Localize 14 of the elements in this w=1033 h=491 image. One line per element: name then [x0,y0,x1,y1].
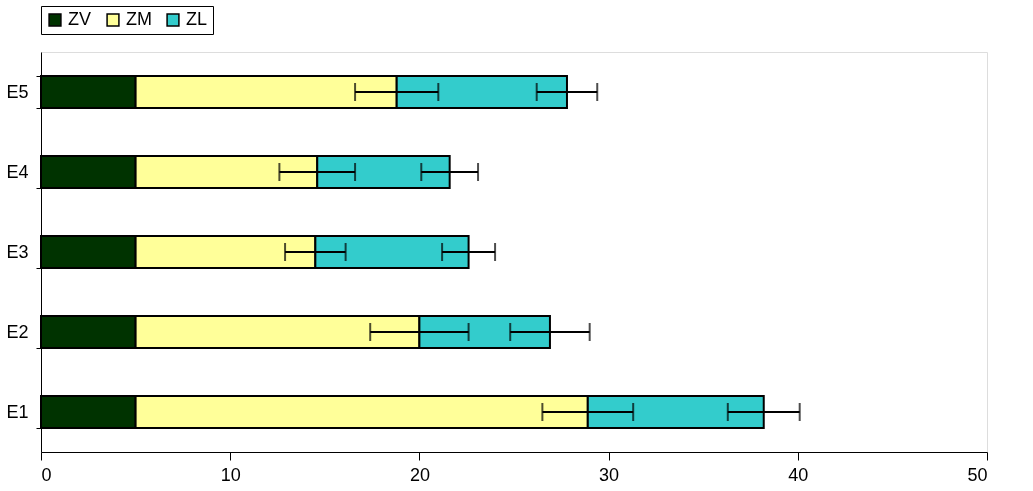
y-tick-label: E3 [6,241,29,262]
legend-label: ZV [68,9,92,29]
legend-label: ZM [126,9,152,29]
x-tick-label: 30 [599,464,620,485]
y-tick-label: E5 [6,81,29,102]
x-tick-label: 20 [409,464,430,485]
x-tick-label: 10 [220,464,241,485]
y-tick-label: E1 [6,401,29,422]
x-tick-label: 40 [788,464,809,485]
x-tick-label: 0 [41,464,52,485]
y-tick-label: E4 [6,161,29,182]
y-tick-label: E2 [6,321,29,342]
x-tick-label: 50 [967,464,988,485]
legend-label: ZL [186,9,208,29]
